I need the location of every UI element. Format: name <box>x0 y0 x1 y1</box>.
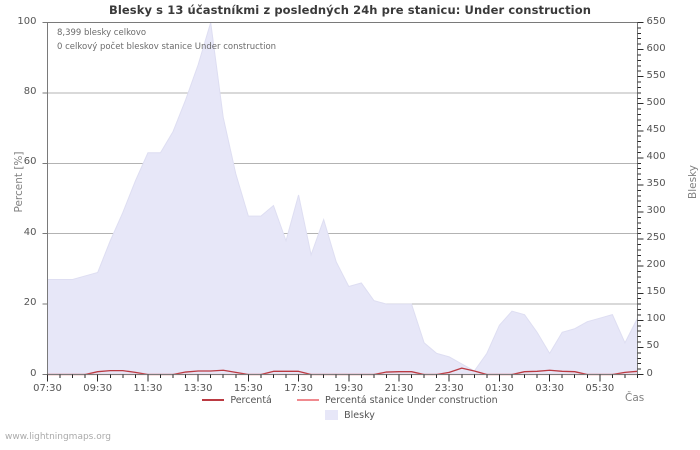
tick-label-x: 15:30 <box>233 382 263 394</box>
tick-label-y-right: 350 <box>646 177 666 189</box>
tick-label-x: 09:30 <box>83 382 113 394</box>
tick-label-x: 11:30 <box>133 382 163 394</box>
tick-label-y-right: 50 <box>646 340 660 352</box>
tick-label-y-left: 20 <box>23 297 37 309</box>
tick-label-y-right: 300 <box>646 205 666 217</box>
tick-label-y-left: 60 <box>23 156 37 168</box>
tick-label-x: 03:30 <box>535 382 565 394</box>
tick-label-y-left: 0 <box>30 367 37 379</box>
tick-label-x: 23:30 <box>434 382 464 394</box>
tick-label-y-right: 500 <box>646 96 666 108</box>
legend-swatch-line-icon <box>202 399 225 402</box>
tick-label-x: 05:30 <box>585 382 615 394</box>
tick-label-x: 01:30 <box>484 382 514 394</box>
series-area-blesky <box>47 22 638 375</box>
legend-swatch-area-icon <box>325 410 339 420</box>
tick-label-y-right: 400 <box>646 150 666 162</box>
tick-label-y-right: 100 <box>646 313 666 325</box>
tick-label-y-right: 250 <box>646 232 666 244</box>
tick-label-x: 17:30 <box>284 382 313 394</box>
page-title: Blesky s 13 účastníkmi z posledných 24h … <box>108 3 592 17</box>
tick-label-y-right: 150 <box>646 286 666 298</box>
legend-row-2: Blesky <box>0 409 700 424</box>
legend-label-percenta: Percentá <box>230 395 272 407</box>
legend-item-blesky[interactable]: Blesky <box>325 409 375 424</box>
legend-swatch-line-icon <box>296 399 319 402</box>
watermark: www.lightningmaps.org <box>5 432 111 442</box>
legend-label-percenta-stanice: Percentá stanice Under construction <box>324 395 498 407</box>
tick-label-y-right: 200 <box>646 259 666 271</box>
legend-item-percenta[interactable]: Percentá <box>202 394 272 409</box>
tick-label-x: 13:30 <box>183 382 213 394</box>
tick-label-y-left: 100 <box>17 15 37 27</box>
tick-label-y-left: 80 <box>23 85 37 97</box>
series-area-blesky-outline <box>47 22 638 372</box>
legend-label-blesky: Blesky <box>344 410 375 421</box>
tick-label-y-right: 650 <box>646 15 666 27</box>
tick-label-x: 21:30 <box>384 382 414 394</box>
y-axis-right-label: Blesky <box>687 165 699 199</box>
annotation-total-strokes: 8,399 blesky celkovo <box>57 28 147 38</box>
chart-legend: Percentá Percentá stanice Under construc… <box>0 394 700 424</box>
tick-label-y-right: 0 <box>646 367 653 379</box>
tick-label-x: 07:30 <box>33 382 62 394</box>
annotation-station-strokes: 0 celkový počet bleskov stanice Under co… <box>57 42 277 52</box>
legend-item-percenta-stanice[interactable]: Percentá stanice Under construction <box>296 394 498 409</box>
tick-label-y-right: 450 <box>646 123 666 135</box>
tick-label-y-left: 40 <box>23 226 37 238</box>
y-axis-left-label: Percent [%] <box>13 151 25 213</box>
tick-label-y-right: 550 <box>646 69 666 81</box>
tick-label-y-right: 600 <box>646 42 666 54</box>
legend-row-1: Percentá Percentá stanice Under construc… <box>0 394 700 409</box>
x-axis-label: Čas <box>625 392 645 404</box>
tick-label-x: 19:30 <box>334 382 364 394</box>
